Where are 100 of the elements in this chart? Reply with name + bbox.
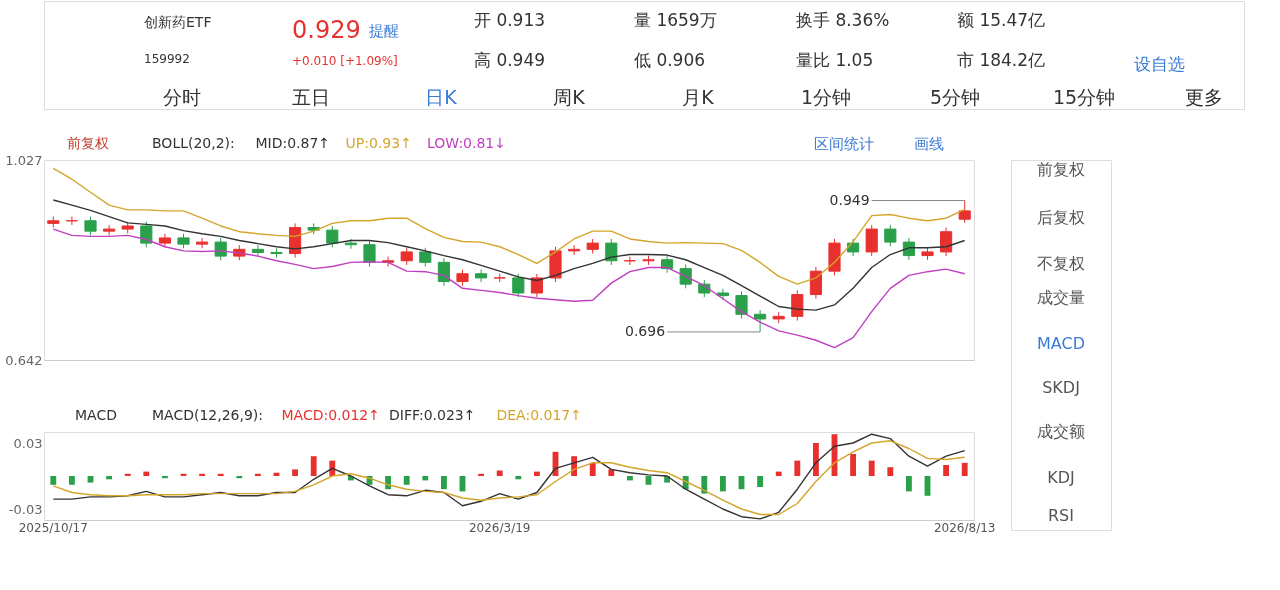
bar xyxy=(440,476,447,490)
candlestick xyxy=(735,290,748,319)
bar xyxy=(533,471,540,476)
bar xyxy=(887,467,894,476)
candlestick xyxy=(103,224,116,236)
bar xyxy=(422,476,429,481)
bar xyxy=(143,471,150,476)
bar xyxy=(403,476,410,485)
text: 前复权 xyxy=(67,135,109,151)
text: 市 184.2亿 xyxy=(957,50,1046,70)
text: 日K xyxy=(425,86,458,108)
bar xyxy=(217,473,224,476)
chart-title: MACD(12,26,9): xyxy=(152,407,264,423)
bar xyxy=(292,469,299,476)
text: 0.929 xyxy=(292,16,361,44)
y-tick-label: 0.642 xyxy=(5,352,43,368)
text: 后复权 xyxy=(1037,208,1085,227)
text: MID:0.87↑ xyxy=(255,135,331,151)
candlestick xyxy=(512,273,525,298)
candlestick xyxy=(605,238,618,266)
text: 159992 xyxy=(144,52,190,66)
text: 额 15.47亿 xyxy=(957,10,1046,30)
text: 提醒 xyxy=(369,22,399,40)
text: RSI xyxy=(1048,506,1074,525)
candlestick xyxy=(475,269,488,283)
text: 换手 8.36% xyxy=(796,10,890,30)
candlestick xyxy=(884,224,897,247)
text: 分时 xyxy=(163,86,201,108)
bar xyxy=(161,476,168,479)
bar xyxy=(868,460,875,476)
bar xyxy=(943,465,950,476)
text: 量比 1.05 xyxy=(796,50,874,70)
candlestick xyxy=(809,266,822,300)
candlestick xyxy=(363,240,376,267)
bar xyxy=(310,456,317,476)
annotation: 0.949 xyxy=(829,191,870,208)
text: 5分钟 xyxy=(929,86,981,108)
text: 区间统计 xyxy=(814,135,874,153)
x-tick-label: 2026/3/19 xyxy=(468,520,531,535)
text: 画线 xyxy=(914,135,944,153)
candlestick xyxy=(65,216,78,226)
x-tick-label: 2025/10/17 xyxy=(18,520,88,535)
bar xyxy=(589,462,596,476)
bar xyxy=(236,476,243,479)
bar xyxy=(199,473,206,476)
candlestick xyxy=(251,244,264,258)
text: 成交量 xyxy=(1037,288,1085,307)
text: 前复权 xyxy=(1037,160,1085,179)
candlestick xyxy=(326,225,339,248)
candlestick xyxy=(623,256,636,266)
text: 15分钟 xyxy=(1052,86,1116,108)
text: 更多 xyxy=(1185,86,1223,108)
text: 五日 xyxy=(292,86,330,108)
annotation: 0.696 xyxy=(625,322,666,339)
text: 开 0.913 xyxy=(474,10,546,30)
bar xyxy=(794,460,801,476)
text: DIFF:0.023↑ xyxy=(389,407,476,423)
candlestick xyxy=(344,238,357,250)
y-tick-label: 1.027 xyxy=(5,152,43,168)
bar xyxy=(626,476,633,481)
candlestick xyxy=(437,257,450,287)
candlestick xyxy=(754,309,767,333)
candlestick xyxy=(716,288,729,301)
bar xyxy=(812,443,819,476)
candlestick xyxy=(940,227,953,257)
text: MACD xyxy=(75,407,117,423)
text: DEA:0.017↑ xyxy=(496,407,582,423)
bar xyxy=(254,473,261,476)
text: 低 0.906 xyxy=(634,50,706,70)
bar xyxy=(496,470,503,476)
bar xyxy=(719,476,726,492)
text: 周K xyxy=(553,86,586,108)
bar xyxy=(905,476,912,492)
chart-title: BOLL(20,2): xyxy=(152,135,235,151)
text: 创新药ETF xyxy=(144,14,212,30)
text: MACD xyxy=(1037,334,1085,353)
bar xyxy=(608,469,615,476)
bar xyxy=(478,473,485,476)
candlestick xyxy=(791,289,804,322)
y-tick-label: 0.03 xyxy=(13,435,43,451)
text: 月K xyxy=(682,86,715,108)
bar xyxy=(124,473,131,476)
x-tick-label: 2026/8/13 xyxy=(933,520,996,535)
text: UP:0.93↑ xyxy=(345,135,412,151)
candlestick xyxy=(84,216,97,236)
bar xyxy=(850,454,857,476)
text: 高 0.949 xyxy=(474,50,546,70)
y-tick-label: -0.03 xyxy=(8,501,43,517)
bar xyxy=(68,476,75,485)
bar xyxy=(50,476,57,485)
text: 设自选 xyxy=(1133,54,1185,74)
text: 量 1659万 xyxy=(634,10,717,30)
text: 1分钟 xyxy=(800,86,852,108)
candlestick xyxy=(958,200,971,224)
text: LOW:0.81↓ xyxy=(427,135,507,151)
bar xyxy=(515,476,522,480)
bar xyxy=(701,476,708,494)
bar xyxy=(106,476,113,480)
candlestick xyxy=(568,244,581,256)
bar xyxy=(87,476,94,483)
